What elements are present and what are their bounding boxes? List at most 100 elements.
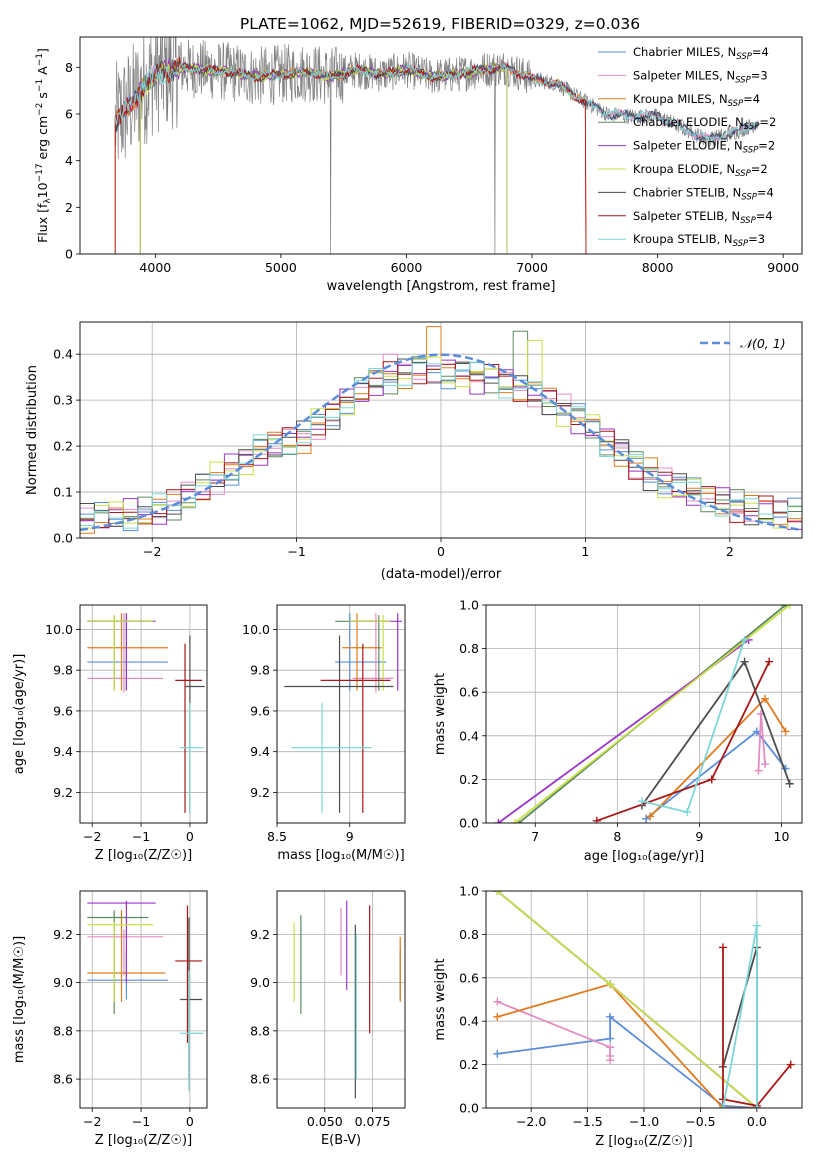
y-axis-label-part: erg cm <box>35 116 50 164</box>
y-tick-label: 9.0 <box>250 975 270 990</box>
y-tick-label: 1.0 <box>459 598 479 613</box>
mass-weight-point-marker <box>646 812 655 821</box>
legend-label: Salpeter STELIB, NSSP=4 <box>633 209 773 226</box>
mass-weight-point-marker <box>642 814 651 823</box>
legend-label-subscript: SSP <box>735 169 751 179</box>
x-tick-label: −0.5 <box>685 1114 715 1129</box>
x-axis-label: Z [log₁₀(Z/Z☉)] <box>595 1134 692 1149</box>
legend-label: Kroupa ELODIE, NSSP=2 <box>633 162 768 179</box>
y-axis-label: age [log₁₀(age/yr)] <box>12 654 27 775</box>
y-axis-label-part: s <box>35 92 50 103</box>
y-tick-label: 0.4 <box>53 347 73 362</box>
x-tick-label: −2 <box>83 1114 101 1129</box>
legend-label-subscript: SSP <box>743 146 759 156</box>
mass-weight-point-marker <box>719 1104 727 1108</box>
legend-label: Kroupa STELIB, NSSP=3 <box>633 232 765 249</box>
x-axis-label: Z [log₁₀(Z/Z☉)] <box>95 1133 192 1148</box>
mass-weight-point-marker <box>606 1034 615 1043</box>
mass-weight-point-marker <box>493 1012 502 1021</box>
y-tick-label: 0 <box>65 247 73 262</box>
mass-weight-point-marker <box>785 779 794 788</box>
mass-weight-series-line <box>496 891 758 1108</box>
legend-label-count: =2 <box>751 162 768 176</box>
x-tick-label: 7000 <box>516 260 548 275</box>
y-tick-label: 0.4 <box>459 728 479 743</box>
y-tick-label: 0.1 <box>53 485 73 500</box>
legend-label: Salpeter MILES, NSSP=3 <box>633 68 768 85</box>
y-axis-label-part: ] <box>35 48 50 53</box>
plot-area <box>494 605 794 823</box>
legend-label-text: Chabrier STELIB, N <box>633 185 741 199</box>
mass-weight-point-marker <box>606 1056 615 1065</box>
legend-label: Salpeter ELODIE, NSSP=2 <box>633 139 775 156</box>
y-tick-label: 9.2 <box>53 927 73 942</box>
legend-label-subscript: SSP <box>728 99 744 109</box>
y-tick-label: 1.0 <box>459 884 479 899</box>
x-tick-label: 1 <box>581 544 589 559</box>
mass-weight-point-marker <box>754 766 763 775</box>
axes-spectrum: 4000 5000 6000 7000 8000 9000 0 2 4 6 8 wavelength … <box>35 36 803 294</box>
plot-area <box>114 37 759 254</box>
x-tick-label: 0 <box>186 829 194 844</box>
x-tick-label: −1.0 <box>629 1114 659 1129</box>
y-tick-label: 0.8 <box>459 641 479 656</box>
x-axis-label: age [log₁₀(age/yr)] <box>584 849 705 864</box>
y-tick-label: 0.0 <box>459 1101 479 1116</box>
y-tick-label: 0.2 <box>459 772 479 787</box>
legend-label-count: =2 <box>759 115 776 129</box>
legend-label-subscript: SSP <box>741 192 757 202</box>
legend-label: Chabrier ELODIE, NSSP=2 <box>633 115 776 132</box>
y-tick-label: 0.8 <box>459 927 479 942</box>
observed-spectrum-line <box>114 37 759 254</box>
histogram-step <box>80 361 802 529</box>
legend-label-count: =2 <box>758 139 775 153</box>
axes-frame <box>276 604 406 824</box>
plot-area <box>284 613 403 813</box>
y-axis-label-part: Flux [f <box>35 203 50 243</box>
y-axis-label-part: 10 <box>35 182 50 198</box>
y-tick-label: 9.8 <box>53 663 73 678</box>
legend-label: Kroupa MILES, NSSP=4 <box>633 92 760 109</box>
x-tick-label: −1.5 <box>572 1114 602 1129</box>
mass-weight-point-marker <box>719 1095 727 1104</box>
mass-weight-point-marker <box>606 980 615 989</box>
axes-mass-vs-Z: −2 −1 0 8.6 8.8 9.0 9.2 Z [log₁₀(Z/Z☉)] mass [lo… <box>12 890 208 1148</box>
axes-age-vs-mass: 8.5 9 9.2 9.4 9.6 9.8 10.0 mass [log₁₀(M/M☉)] <box>242 604 406 863</box>
mass-weight-point-marker <box>719 943 727 952</box>
axes-frame <box>485 604 803 824</box>
legend: 𝒩(0, 1) <box>700 336 786 351</box>
y-axis-label-part: −1 <box>35 79 45 92</box>
y-tick-label: 10.0 <box>45 622 73 637</box>
legend-label-subscript: SSP <box>736 52 752 62</box>
legend: Chabrier MILES, NSSP=4 Salpeter MILES, NS… <box>598 45 776 249</box>
axes-frame <box>79 890 208 1109</box>
normal-curve-line <box>80 353 802 532</box>
legend-label-text: Salpeter ELODIE, N <box>633 139 743 153</box>
legend-label-text: Kroupa STELIB, N <box>633 232 733 246</box>
mass-weight-series-line <box>641 659 791 807</box>
plot-area <box>87 900 204 1092</box>
x-tick-label: 0.075 <box>355 1114 391 1129</box>
y-tick-label: 9.6 <box>250 703 270 718</box>
legend-label: Chabrier MILES, NSSP=4 <box>633 45 769 62</box>
x-tick-label: 5000 <box>265 260 297 275</box>
axes-mass-vs-EBV: 0.050 0.075 8.6 8.8 9.0 9.2 E(B-V) <box>250 890 406 1148</box>
legend-label-subscript: SSP <box>733 239 749 249</box>
plot-area <box>80 326 802 534</box>
x-axis-label: E(B-V) <box>321 1133 361 1148</box>
legend-label-text: Chabrier MILES, N <box>633 45 736 59</box>
legend-label-subscript: SSP <box>740 216 756 226</box>
y-tick-label: 8.6 <box>250 1072 270 1087</box>
y-axis-label-part: −2 <box>35 103 45 116</box>
y-tick-label: 9.2 <box>53 785 73 800</box>
model-spectrum-line <box>139 58 508 254</box>
y-tick-label: 9.0 <box>53 975 73 990</box>
mass-weight-point-marker <box>494 819 503 823</box>
model-spectrum-line <box>114 56 587 254</box>
y-tick-label: 0.4 <box>459 1014 479 1029</box>
y-tick-label: 8.6 <box>53 1072 73 1087</box>
x-tick-label: 10 <box>774 829 790 844</box>
axes-frame <box>276 890 406 1109</box>
mass-weight-point-marker <box>740 635 749 644</box>
mass-weight-point-marker <box>785 605 794 609</box>
